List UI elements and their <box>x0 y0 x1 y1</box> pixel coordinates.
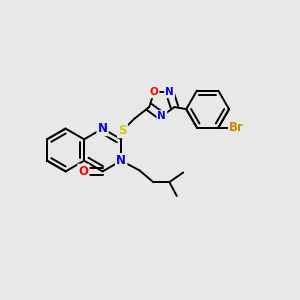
Text: Br: Br <box>229 121 244 134</box>
Text: N: N <box>98 122 108 135</box>
Text: O: O <box>78 165 88 178</box>
Text: N: N <box>165 87 174 97</box>
Text: S: S <box>118 124 127 137</box>
Text: N: N <box>116 154 126 167</box>
Text: O: O <box>150 87 158 97</box>
Text: N: N <box>158 111 166 121</box>
